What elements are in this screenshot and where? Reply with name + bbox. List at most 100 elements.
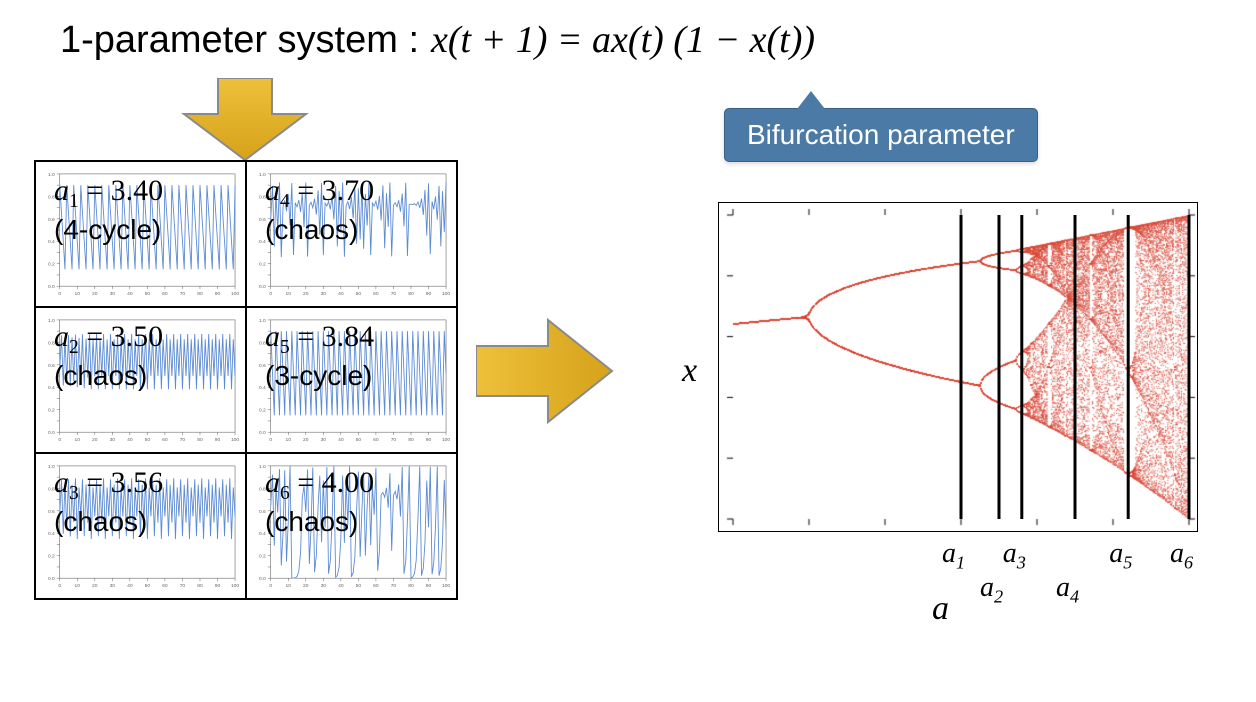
cell-label: a1 = 3.40(4-cycle) — [42, 168, 239, 248]
svg-text:0.2: 0.2 — [48, 408, 55, 414]
bifurcation-ylabel: x — [682, 352, 697, 390]
svg-text:80: 80 — [408, 291, 414, 297]
svg-text:100: 100 — [231, 583, 239, 589]
bifurcation-plot — [718, 202, 1198, 532]
svg-text:50: 50 — [145, 437, 151, 443]
svg-text:40: 40 — [127, 437, 133, 443]
svg-text:10: 10 — [286, 583, 292, 589]
svg-text:90: 90 — [215, 583, 221, 589]
svg-text:20: 20 — [92, 291, 98, 297]
svg-text:10: 10 — [75, 583, 81, 589]
title-row: 1-parameter system : x(t + 1) = ax(t) (1… — [60, 18, 815, 62]
cell-label: a6 = 4.00(chaos) — [253, 460, 450, 540]
marker-label-a5: a5 — [1109, 540, 1132, 572]
svg-text:20: 20 — [303, 291, 309, 297]
marker-label-a2: a2 — [980, 574, 1003, 606]
svg-text:100: 100 — [442, 583, 450, 589]
svg-text:0: 0 — [58, 291, 61, 297]
svg-text:70: 70 — [391, 583, 397, 589]
cell-label: a3 = 3.56(chaos) — [42, 460, 239, 540]
svg-text:20: 20 — [92, 437, 98, 443]
time-series-cell-a4: 0.00.20.40.60.81.00102030405060708090100… — [246, 161, 457, 307]
svg-text:90: 90 — [426, 437, 432, 443]
svg-text:70: 70 — [180, 437, 186, 443]
svg-text:10: 10 — [286, 291, 292, 297]
arrow-right-icon — [476, 316, 616, 426]
svg-text:40: 40 — [338, 583, 344, 589]
svg-text:0: 0 — [269, 437, 272, 443]
time-series-cell-a3: 0.00.20.40.60.81.00102030405060708090100… — [35, 453, 246, 599]
svg-text:40: 40 — [338, 291, 344, 297]
svg-text:60: 60 — [162, 437, 168, 443]
svg-text:70: 70 — [180, 291, 186, 297]
svg-text:50: 50 — [356, 291, 362, 297]
marker-label-a6: a6 — [1170, 540, 1193, 572]
svg-text:100: 100 — [442, 437, 450, 443]
svg-text:0.0: 0.0 — [259, 430, 266, 436]
svg-text:30: 30 — [110, 291, 116, 297]
callout-bifurcation-parameter: Bifurcation parameter — [724, 108, 1038, 162]
svg-text:50: 50 — [356, 437, 362, 443]
svg-text:0: 0 — [269, 291, 272, 297]
svg-text:20: 20 — [92, 583, 98, 589]
svg-text:100: 100 — [231, 437, 239, 443]
svg-text:20: 20 — [303, 583, 309, 589]
svg-text:100: 100 — [231, 291, 239, 297]
svg-text:20: 20 — [303, 437, 309, 443]
svg-text:0: 0 — [58, 583, 61, 589]
bifurcation-overlay — [719, 203, 1199, 533]
svg-text:90: 90 — [215, 437, 221, 443]
svg-text:100: 100 — [442, 291, 450, 297]
bifurcation-panel: x a a1a2a3a4a5a6 — [682, 202, 1222, 642]
svg-text:0: 0 — [58, 437, 61, 443]
arrow-down-icon — [180, 78, 310, 162]
svg-text:70: 70 — [391, 291, 397, 297]
svg-text:0.2: 0.2 — [48, 554, 55, 560]
svg-text:70: 70 — [180, 583, 186, 589]
cell-label: a4 = 3.70(chaos) — [253, 168, 450, 248]
svg-text:50: 50 — [145, 583, 151, 589]
svg-text:30: 30 — [321, 583, 327, 589]
svg-text:30: 30 — [110, 437, 116, 443]
svg-text:80: 80 — [197, 583, 203, 589]
svg-text:80: 80 — [408, 437, 414, 443]
svg-text:60: 60 — [373, 583, 379, 589]
title-text: 1-parameter system : — [60, 19, 419, 62]
svg-text:70: 70 — [391, 437, 397, 443]
svg-text:0: 0 — [269, 583, 272, 589]
svg-text:0.0: 0.0 — [259, 284, 266, 290]
svg-text:40: 40 — [338, 437, 344, 443]
svg-text:0.2: 0.2 — [259, 408, 266, 414]
cell-label: a2 = 3.50(chaos) — [42, 314, 239, 394]
svg-text:60: 60 — [373, 291, 379, 297]
marker-label-a3: a3 — [1003, 540, 1026, 572]
svg-text:30: 30 — [321, 437, 327, 443]
time-series-cell-a2: 0.00.20.40.60.81.00102030405060708090100… — [35, 307, 246, 453]
svg-text:90: 90 — [426, 583, 432, 589]
svg-text:0.2: 0.2 — [48, 262, 55, 268]
svg-text:50: 50 — [356, 583, 362, 589]
svg-text:40: 40 — [127, 291, 133, 297]
time-series-cell-a6: 0.00.20.40.60.81.00102030405060708090100… — [246, 453, 457, 599]
svg-text:90: 90 — [426, 291, 432, 297]
svg-text:80: 80 — [197, 291, 203, 297]
svg-text:0.2: 0.2 — [259, 554, 266, 560]
svg-text:0.0: 0.0 — [48, 576, 55, 582]
equation: x(t + 1) = ax(t) (1 − x(t)) — [431, 18, 815, 62]
time-series-cell-a1: 0.00.20.40.60.81.00102030405060708090100… — [35, 161, 246, 307]
svg-text:30: 30 — [110, 583, 116, 589]
svg-text:10: 10 — [75, 291, 81, 297]
svg-text:10: 10 — [286, 437, 292, 443]
cell-label: a5 = 3.84(3-cycle) — [253, 314, 450, 394]
time-series-grid: 0.00.20.40.60.81.00102030405060708090100… — [34, 160, 458, 600]
svg-text:80: 80 — [408, 583, 414, 589]
svg-text:60: 60 — [162, 583, 168, 589]
svg-text:40: 40 — [127, 583, 133, 589]
svg-text:80: 80 — [197, 437, 203, 443]
svg-text:60: 60 — [162, 291, 168, 297]
bifurcation-xlabel: a — [932, 590, 949, 628]
svg-text:0.0: 0.0 — [48, 284, 55, 290]
svg-text:0.0: 0.0 — [259, 576, 266, 582]
svg-text:0.2: 0.2 — [259, 262, 266, 268]
svg-text:10: 10 — [75, 437, 81, 443]
